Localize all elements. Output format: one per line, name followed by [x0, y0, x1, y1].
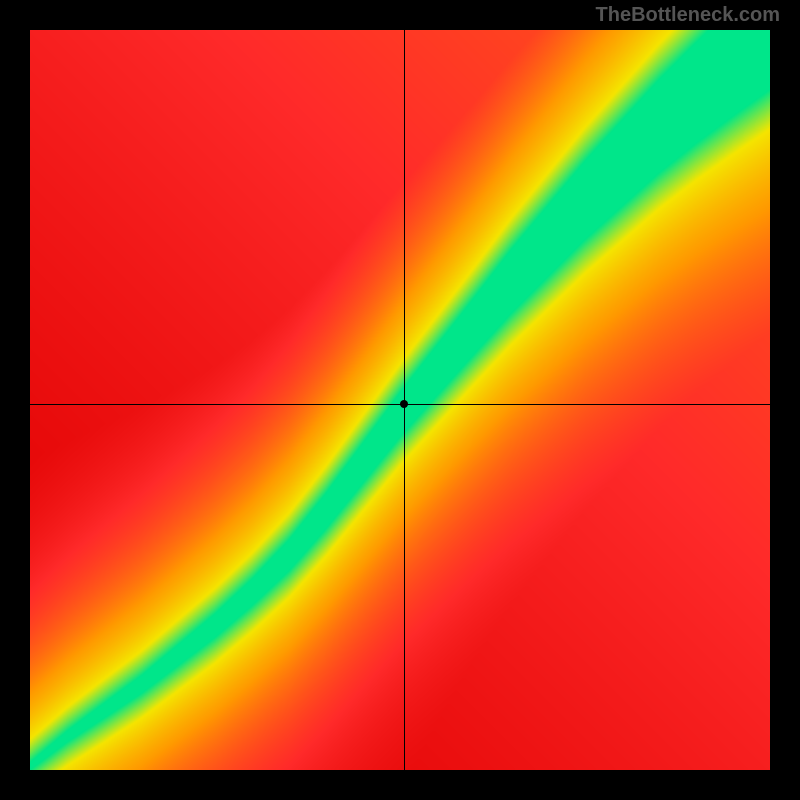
watermark-text: TheBottleneck.com [596, 4, 780, 27]
heatmap-plot-area [30, 30, 770, 770]
marker-dot [400, 400, 408, 408]
